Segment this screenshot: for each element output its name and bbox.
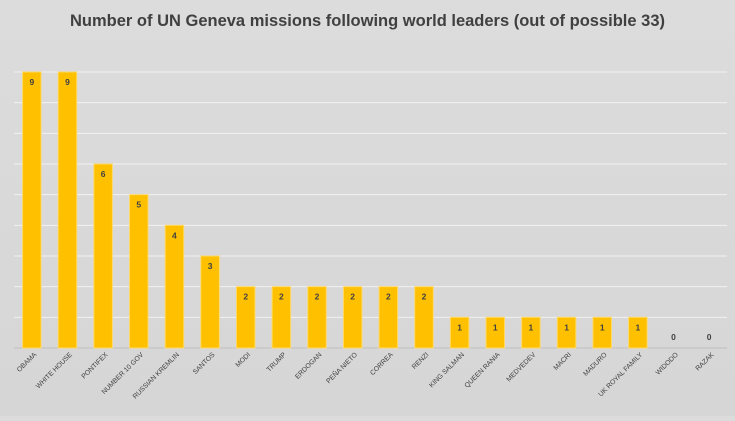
data-label: 2 <box>243 292 248 302</box>
data-label: 0 <box>671 332 676 342</box>
category-tick-label: MODI <box>235 351 253 369</box>
bar <box>164 224 185 349</box>
chart-title: Number of UN Geneva missions following w… <box>70 12 665 30</box>
data-label: 3 <box>208 261 213 271</box>
data-label: 2 <box>315 292 320 302</box>
category-tick-label: WHITE HOUSE <box>35 351 74 390</box>
bar <box>378 286 399 349</box>
bar <box>22 71 42 349</box>
bars <box>22 71 648 349</box>
data-label: 9 <box>29 77 34 87</box>
data-label: 2 <box>422 292 427 302</box>
data-label: 4 <box>172 230 177 240</box>
data-label: 6 <box>101 169 106 179</box>
data-label: 1 <box>600 322 605 332</box>
category-tick-label: MACRI <box>553 351 574 372</box>
data-label: 1 <box>457 322 462 332</box>
data-labels: 9 9 6 5 4 3 2 2 2 2 2 2 1 1 1 1 1 1 0 0 <box>29 77 711 342</box>
bar <box>592 316 612 349</box>
bar <box>628 316 648 349</box>
data-label: 1 <box>529 322 534 332</box>
bar <box>200 255 220 349</box>
bar <box>414 286 434 349</box>
category-tick-label: PONTIFEX <box>81 351 110 380</box>
bar <box>342 286 363 349</box>
bar <box>521 316 541 349</box>
category-tick-label: CORREA <box>369 351 395 377</box>
bar <box>307 286 327 349</box>
bar <box>556 316 577 349</box>
data-label: 2 <box>386 292 391 302</box>
data-label: 2 <box>350 292 355 302</box>
category-tick-label: MADURO <box>582 351 608 377</box>
category-tick-label: WIDODO <box>655 351 680 376</box>
category-tick-label: RENZI <box>411 351 430 370</box>
bar <box>129 194 149 349</box>
category-tick-label: SANTOS <box>192 351 217 376</box>
bar <box>271 286 292 349</box>
data-label: 2 <box>279 292 284 302</box>
category-tick-label: TRUMP <box>266 351 288 373</box>
data-label: 9 <box>65 77 70 87</box>
data-label: 0 <box>707 332 712 342</box>
category-tick-label: OBAMA <box>16 351 39 374</box>
data-label: 1 <box>564 322 569 332</box>
data-label: 1 <box>636 322 641 332</box>
bar <box>93 163 113 349</box>
bar <box>235 286 256 349</box>
bar <box>449 316 470 349</box>
category-tick-label: MEDVEDEV <box>505 351 537 383</box>
gridlines <box>14 71 727 349</box>
bar <box>57 71 78 349</box>
data-label: 5 <box>136 200 141 210</box>
category-tick-label: KING SALMAN <box>428 351 466 389</box>
category-tick-label: QUEEN RANIA <box>464 351 502 389</box>
data-label: 1 <box>493 322 498 332</box>
category-tick-label: RAZAK <box>695 351 716 372</box>
bar <box>485 316 506 349</box>
category-tick-label: ERDOGAN <box>294 351 323 380</box>
category-tick-label: PEÑA NIETO <box>324 350 359 385</box>
